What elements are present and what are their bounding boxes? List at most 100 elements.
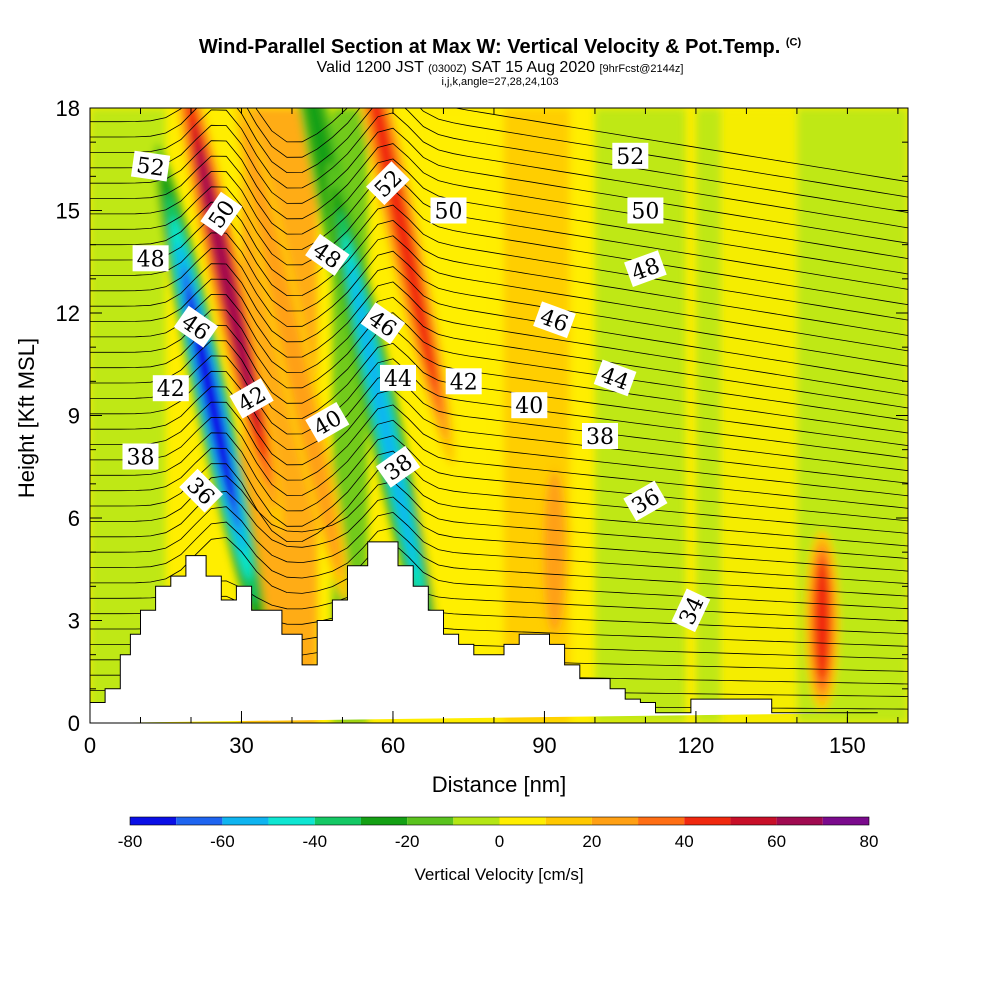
x-tick-label: 120 (678, 733, 715, 758)
contour-label-18: 38 (582, 423, 618, 450)
colorbar-frame (129, 816, 870, 826)
contour-label-box (430, 197, 467, 224)
theta-contour-34 (90, 140, 908, 259)
theta-contour-20 (90, 355, 908, 459)
x-tick-label: 150 (829, 733, 866, 758)
contour-label-text: 42 (157, 377, 185, 402)
theta-contour-31 (90, 186, 908, 306)
contour-label-box (229, 378, 274, 419)
contour-label-text: 38 (127, 446, 155, 471)
theta-contour-10 (90, 506, 908, 584)
theta-contour-14 (90, 447, 908, 534)
colorbar-tick-label: 40 (675, 832, 694, 851)
contour-label-20: 52 (612, 142, 649, 170)
contour-label-box (445, 368, 482, 395)
theta-contour-17 (90, 401, 908, 497)
x-tick-label: 60 (381, 733, 405, 758)
y-axis-label: Height [Kft MSL] (14, 338, 39, 498)
colorbar-tick-label: -80 (118, 832, 143, 851)
theta-contour-16 (90, 416, 908, 509)
theta-contour-8 (90, 536, 908, 610)
theta-contour-24 (90, 293, 908, 409)
contour-label-box (582, 423, 618, 449)
contour-label-box (360, 302, 406, 345)
contour-label-box (305, 233, 350, 276)
colorbar-swatch-12 (684, 817, 731, 825)
theta-contour-7 (90, 577, 908, 622)
contour-label-box (365, 161, 410, 206)
velocity-core-0-7 (192, 315, 230, 482)
theta-contour-21 (90, 340, 908, 446)
theta-contour-39 (255, 108, 908, 183)
colorbar: -80 -60 -40 -20 0 20 40 60 80 (118, 816, 879, 851)
colorbar-swatch-0 (130, 817, 177, 825)
theta-contour-22 (90, 324, 908, 434)
colorbar-swatch-3 (268, 817, 315, 825)
theta-contour-26 (90, 263, 908, 382)
x-tick-label: 0 (84, 733, 96, 758)
contour-label-16: 40 (511, 392, 548, 419)
theta-contour-18 (90, 386, 908, 484)
contour-label-box (200, 191, 243, 237)
terrain-profile (89, 541, 878, 723)
contour-label-box (533, 301, 576, 339)
theta-contour-11 (90, 490, 908, 572)
contour-label-text: 38 (586, 425, 614, 450)
velocity-core-5-3 (358, 108, 438, 392)
contour-label-box (152, 375, 189, 402)
theta-contour-23 (90, 309, 908, 421)
contour-label-box (305, 402, 350, 443)
chart-title: Wind-Parallel Section at Max W: Vertical… (0, 36, 1000, 59)
contour-label-text: 42 (450, 370, 478, 395)
contour-label-2: 48 (132, 245, 169, 272)
theta-contour-15 (90, 432, 908, 522)
theta-contour-12 (90, 475, 908, 559)
colorbar-swatch-14 (776, 817, 823, 825)
contour-label-box (511, 392, 548, 419)
y-tick-label: 6 (68, 506, 80, 531)
subtitle-valid: Valid 1200 JST (316, 59, 424, 76)
y-tick-label: 15 (56, 199, 80, 224)
colorbar-tick-label: -60 (210, 832, 235, 851)
theta-contour-38 (90, 108, 908, 198)
colorbar-tick-label: 80 (860, 832, 879, 851)
contour-label-17: 46 (533, 301, 576, 339)
colorbar-tick-label: 60 (767, 832, 786, 851)
contour-label-text: 40 (515, 394, 543, 419)
grid-info-line: i,j,k,angle=27,28,24,103 (441, 76, 559, 88)
theta-contour-19 (90, 370, 908, 472)
subtitle-forecast: [9hrFcst@2144z] (599, 63, 684, 75)
y-tick-label: 12 (56, 301, 80, 326)
velocity-core-6-1 (544, 472, 566, 633)
contour-label-15: 42 (445, 368, 482, 395)
theta-contour-32 (90, 170, 908, 290)
contour-label-box (380, 364, 416, 391)
contour-label-box (173, 305, 219, 348)
contour-label-14: 50 (430, 197, 467, 225)
axes: 0 30 60 90 120 150 0 3 6 9 12 15 18 (56, 96, 908, 758)
theta-contour-33 (90, 155, 908, 275)
contour-label-text: 52 (616, 145, 644, 170)
theta-contour-6 (90, 593, 908, 635)
contour-label-box (671, 588, 711, 633)
contour-label-box (627, 197, 664, 224)
colorbar-swatch-1 (176, 817, 223, 825)
colorbar-swatch-15 (822, 817, 869, 825)
contour-label-box (179, 468, 224, 513)
theta-contour-28 (90, 232, 908, 352)
contour-label-21: 50 (627, 197, 664, 225)
theta-contour-37 (90, 108, 908, 213)
contour-label-box (624, 250, 667, 287)
colorbar-swatch-5 (360, 817, 408, 825)
copyright-mark: (C) (785, 36, 802, 49)
contour-label-4: 42 (152, 375, 189, 402)
x-axis-label: Distance [nm] (432, 772, 567, 797)
chart-title-text: Wind-Parallel Section at Max W: Vertical… (198, 36, 781, 58)
colorbar-swatch-8 (499, 817, 546, 825)
colorbar-label: Vertical Velocity [cm/s] (414, 865, 583, 884)
contour-label-0: 52 (130, 150, 171, 182)
colorbar-tick-label: -20 (395, 832, 420, 851)
theta-contour-27 (90, 247, 908, 367)
